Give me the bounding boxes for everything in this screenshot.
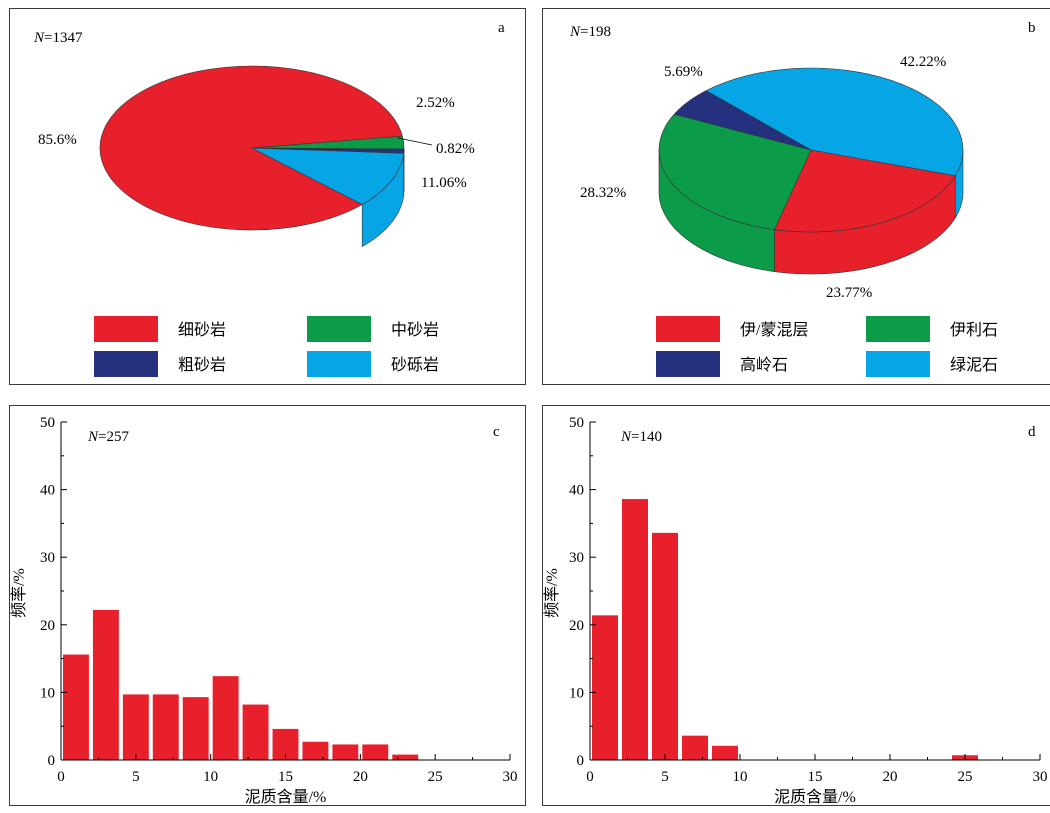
x-tick-label: 30 — [503, 769, 518, 785]
legend-label: 中砂岩 — [391, 321, 439, 339]
y-tick-label: 0 — [577, 753, 585, 769]
legend-label: 绿泥石 — [950, 356, 998, 374]
x-tick-label: 5 — [132, 769, 140, 785]
histogram-bar — [622, 499, 648, 760]
x-axis-label: 泥质含量/% — [245, 788, 327, 806]
histogram-bar — [243, 705, 269, 760]
slice-value-label-illite: 28.32% — [580, 185, 626, 201]
legend-label: 伊利石 — [950, 321, 998, 339]
y-tick-label: 40 — [40, 483, 55, 499]
histogram-bar — [153, 694, 179, 760]
y-tick-label: 0 — [48, 753, 56, 769]
n-count-label: N=257 — [87, 429, 129, 445]
legend-label: 伊/蒙混层 — [740, 321, 808, 339]
histogram-bar — [362, 744, 388, 760]
x-tick-label: 0 — [586, 769, 594, 785]
histogram-bar — [183, 697, 209, 760]
panel-d-letter: d — [1028, 424, 1036, 440]
n-count-label: N=1347 — [33, 30, 83, 46]
histogram-bar — [93, 610, 119, 760]
slice-value-label-medium-sandstone: 2.52% — [416, 95, 455, 111]
legend-swatch-细砂岩 — [94, 316, 158, 342]
y-axis-label: 频率/% — [543, 568, 561, 618]
legend-swatch-高岭石 — [656, 351, 720, 377]
y-tick-label: 50 — [569, 415, 584, 431]
histogram-bar — [712, 746, 738, 760]
x-axis-label: 泥质含量/% — [774, 788, 856, 806]
y-axis-label: 频率/% — [10, 568, 28, 618]
histogram-bar — [392, 755, 418, 760]
y-tick-label: 30 — [569, 550, 584, 566]
slice-value-label-coarse-sandstone: 0.82% — [436, 141, 475, 157]
legend-swatch-中砂岩 — [307, 316, 371, 342]
x-tick-label: 10 — [203, 769, 218, 785]
legend-swatch-砂砾岩 — [307, 351, 371, 377]
legend-swatch-绿泥石 — [866, 351, 930, 377]
slice-value-label-illite-smectite: 23.77% — [826, 285, 872, 301]
legend-label: 高岭石 — [740, 356, 788, 374]
legend-swatch-伊/蒙混层 — [656, 316, 720, 342]
slice-value-label-chlorite: 42.22% — [900, 54, 946, 70]
panel-c-letter: c — [493, 424, 500, 440]
x-tick-label: 25 — [958, 769, 973, 785]
histogram-bar — [302, 742, 328, 760]
x-tick-label: 25 — [428, 769, 443, 785]
slice-value-label-conglomerate: 11.06% — [421, 175, 467, 191]
x-tick-label: 5 — [661, 769, 669, 785]
histogram-bar — [213, 676, 239, 760]
x-tick-label: 20 — [353, 769, 368, 785]
legend-swatch-伊利石 — [866, 316, 930, 342]
x-tick-label: 15 — [808, 769, 823, 785]
histogram-bar — [332, 744, 358, 760]
histogram-bar — [682, 736, 708, 760]
panel-a-letter: a — [498, 20, 505, 36]
slice-value-label-fine-sandstone: 85.6% — [38, 132, 77, 148]
legend-label: 粗砂岩 — [178, 356, 226, 374]
histogram-bar — [123, 694, 149, 760]
x-tick-label: 30 — [1033, 769, 1048, 785]
n-count-label: N=198 — [569, 24, 611, 40]
panel-b-letter: b — [1028, 20, 1036, 36]
x-tick-label: 15 — [278, 769, 293, 785]
legend-swatch-粗砂岩 — [94, 351, 158, 377]
y-tick-label: 10 — [40, 685, 55, 701]
slice-value-label-kaolinite: 5.69% — [664, 64, 703, 80]
y-tick-label: 20 — [569, 618, 584, 634]
histogram-bar — [63, 655, 89, 760]
x-tick-label: 10 — [733, 769, 748, 785]
histogram-bar — [592, 615, 618, 760]
legend-label: 细砂岩 — [178, 321, 226, 339]
y-tick-label: 10 — [569, 685, 584, 701]
y-tick-label: 50 — [40, 415, 55, 431]
x-tick-label: 20 — [883, 769, 898, 785]
y-tick-label: 20 — [40, 618, 55, 634]
panel-d-frame — [543, 406, 1050, 806]
x-tick-label: 0 — [57, 769, 65, 785]
histogram-bar — [652, 533, 678, 760]
n-count-label: N=140 — [620, 429, 662, 445]
y-tick-label: 30 — [40, 550, 55, 566]
y-tick-label: 40 — [569, 483, 584, 499]
legend-label: 砂砾岩 — [391, 356, 439, 374]
